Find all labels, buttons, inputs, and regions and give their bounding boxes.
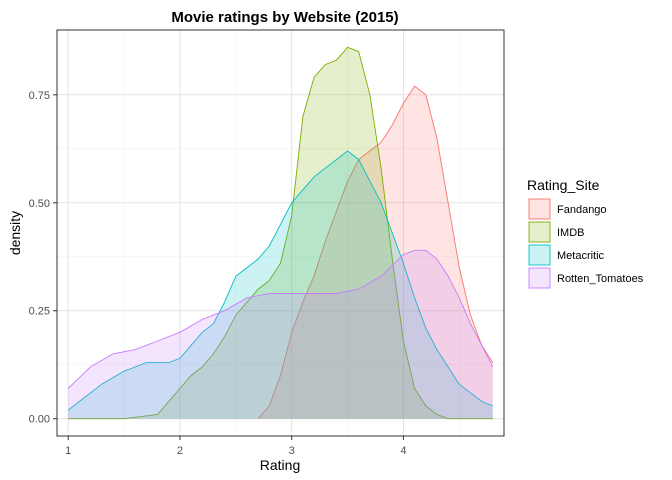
grid bbox=[57, 30, 504, 436]
line-rotten-tomatoes bbox=[67, 249, 494, 389]
y-axis: 0.00 0.25 0.50 0.75 bbox=[29, 90, 57, 426]
density-areas bbox=[67, 46, 494, 420]
y-tick-label: 0.25 bbox=[29, 306, 50, 318]
x-tick-label: 1 bbox=[65, 445, 71, 457]
legend-key-imdb bbox=[528, 221, 551, 243]
legend-label-rotten-tomatoes: Rotten_Tomatoes bbox=[557, 273, 644, 285]
line-imdb bbox=[68, 46, 493, 420]
chart-title: Movie ratings by Website (2015) bbox=[171, 9, 398, 26]
legend-label-metacritic: Metacritic bbox=[557, 250, 605, 262]
legend-key-metacritic bbox=[528, 244, 551, 266]
x-tick-label: 3 bbox=[289, 445, 295, 457]
area-rotten-tomatoes bbox=[68, 250, 493, 419]
area-fandango bbox=[258, 86, 493, 419]
legend-label-imdb: IMDB bbox=[557, 227, 585, 239]
legend-title: Rating_Site bbox=[527, 177, 600, 193]
x-axis-title: Rating bbox=[260, 457, 300, 473]
y-tick-label: 0.75 bbox=[29, 90, 50, 102]
legend-key-fandango bbox=[528, 198, 551, 220]
line-fandango bbox=[257, 85, 494, 419]
legend: Rating_Site Fandango IMDB Metacritic Rotten… bbox=[527, 177, 644, 289]
y-tick-label: 0.00 bbox=[29, 414, 50, 426]
y-axis-title: density bbox=[7, 211, 23, 255]
area-imdb bbox=[68, 47, 493, 419]
line-metacritic bbox=[67, 150, 493, 411]
panel-border bbox=[56, 29, 505, 437]
x-axis: 1 2 3 4 bbox=[65, 436, 406, 457]
x-tick-label: 2 bbox=[177, 445, 183, 457]
x-tick-label: 4 bbox=[400, 445, 406, 457]
y-tick-label: 0.50 bbox=[29, 198, 50, 210]
legend-key-rotten-tomatoes bbox=[528, 267, 551, 289]
legend-label-fandango: Fandango bbox=[557, 204, 607, 216]
